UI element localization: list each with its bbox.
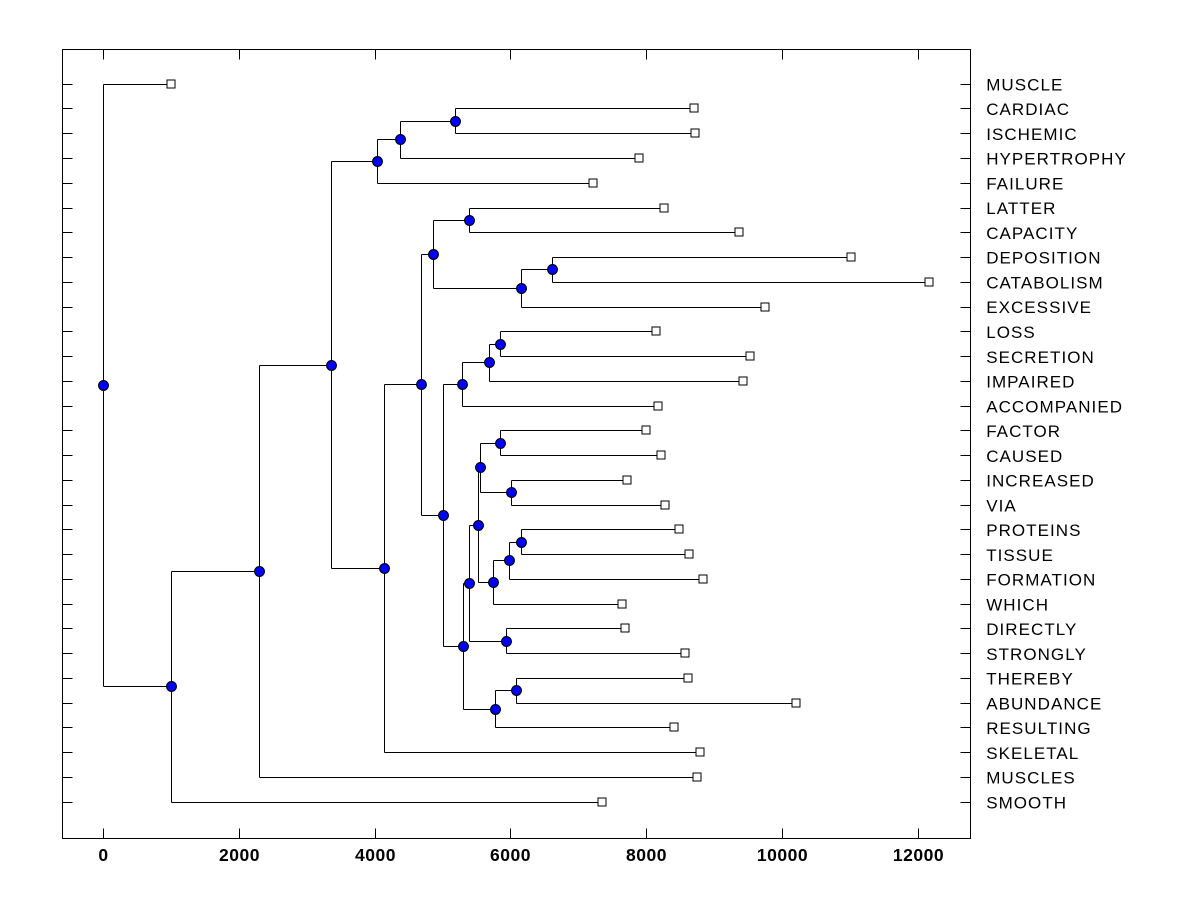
svg-text:8000: 8000: [626, 845, 667, 865]
svg-text:PROTEINS: PROTEINS: [986, 521, 1081, 540]
svg-text:10000: 10000: [757, 845, 808, 865]
svg-text:THEREBY: THEREBY: [986, 670, 1074, 689]
svg-text:ISCHEMIC: ISCHEMIC: [986, 125, 1078, 144]
svg-text:FAILURE: FAILURE: [986, 174, 1064, 193]
svg-text:RESULTING: RESULTING: [986, 719, 1091, 738]
svg-text:4000: 4000: [355, 845, 396, 865]
svg-text:IMPAIRED: IMPAIRED: [986, 373, 1075, 392]
svg-text:LATTER: LATTER: [986, 199, 1056, 218]
svg-text:DIRECTLY: DIRECTLY: [986, 620, 1077, 639]
svg-text:VIA: VIA: [986, 496, 1017, 515]
svg-text:CATABOLISM: CATABOLISM: [986, 274, 1104, 293]
svg-text:FACTOR: FACTOR: [986, 422, 1061, 441]
svg-text:FORMATION: FORMATION: [986, 571, 1096, 590]
svg-text:SKELETAL: SKELETAL: [986, 744, 1079, 763]
svg-text:ACCOMPANIED: ACCOMPANIED: [986, 397, 1123, 416]
svg-text:SECRETION: SECRETION: [986, 348, 1095, 367]
svg-text:EXCESSIVE: EXCESSIVE: [986, 298, 1092, 317]
svg-text:12000: 12000: [893, 845, 944, 865]
svg-text:ABUNDANCE: ABUNDANCE: [986, 694, 1102, 713]
svg-text:2000: 2000: [219, 845, 260, 865]
svg-text:TISSUE: TISSUE: [986, 546, 1054, 565]
svg-text:WHICH: WHICH: [986, 595, 1049, 614]
svg-text:DEPOSITION: DEPOSITION: [986, 249, 1101, 268]
svg-text:MUSCLES: MUSCLES: [986, 769, 1076, 788]
svg-text:CAPACITY: CAPACITY: [986, 224, 1078, 243]
svg-text:MUSCLE: MUSCLE: [986, 75, 1063, 94]
svg-text:STRONGLY: STRONGLY: [986, 645, 1087, 664]
svg-text:CAUSED: CAUSED: [986, 447, 1063, 466]
svg-text:INCREASED: INCREASED: [986, 472, 1095, 491]
svg-text:6000: 6000: [490, 845, 531, 865]
svg-text:0: 0: [98, 845, 108, 865]
svg-text:HYPERTROPHY: HYPERTROPHY: [986, 150, 1127, 169]
svg-text:LOSS: LOSS: [986, 323, 1036, 342]
svg-text:CARDIAC: CARDIAC: [986, 100, 1070, 119]
svg-text:SMOOTH: SMOOTH: [986, 793, 1067, 812]
